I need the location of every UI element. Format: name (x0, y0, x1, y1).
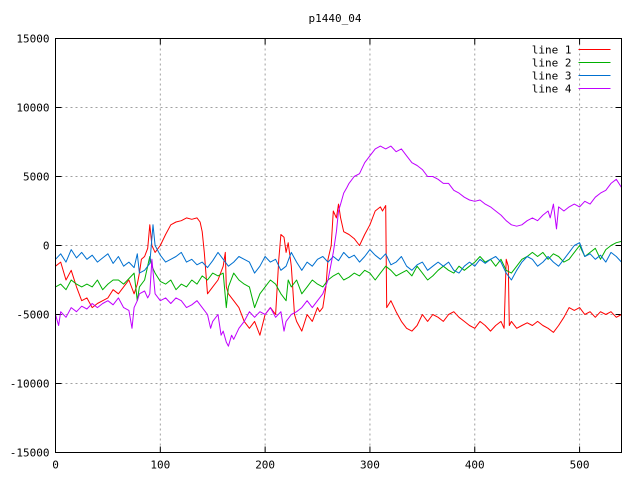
x-tick-label: 300 (360, 459, 380, 472)
axis-ticks: 0 100 200 300 400 500 -15000 -10000 -5000 0 5000 10… (10, 33, 622, 472)
plot-frame (55, 38, 622, 453)
y-tick-label: -5000 (16, 309, 49, 322)
series-line-1 (55, 203, 622, 336)
legend-label-4: line 4 (532, 83, 572, 96)
x-tick-label: 100 (150, 459, 170, 472)
y-tick-label: -10000 (10, 378, 50, 391)
x-tick-label: 500 (570, 459, 590, 472)
legend-label-1: line 1 (532, 44, 572, 57)
legend-label-2: line 2 (532, 57, 572, 70)
series-line-2 (55, 240, 622, 309)
series-line-4 (55, 145, 622, 347)
y-tick-label: 10000 (16, 102, 49, 115)
y-tick-label: 0 (43, 240, 50, 253)
x-tick-label: 400 (465, 459, 485, 472)
x-tick-label: 0 (52, 459, 59, 472)
series-line-3 (55, 224, 622, 281)
x-tick-label: 200 (255, 459, 275, 472)
grid (55, 38, 622, 453)
y-tick-label: 5000 (23, 171, 50, 184)
legend-label-3: line 3 (532, 70, 572, 83)
series-lines (55, 145, 622, 347)
chart-title: p1440_04 (309, 12, 362, 25)
y-tick-label: 15000 (16, 33, 49, 46)
y-tick-label: -15000 (10, 447, 50, 460)
